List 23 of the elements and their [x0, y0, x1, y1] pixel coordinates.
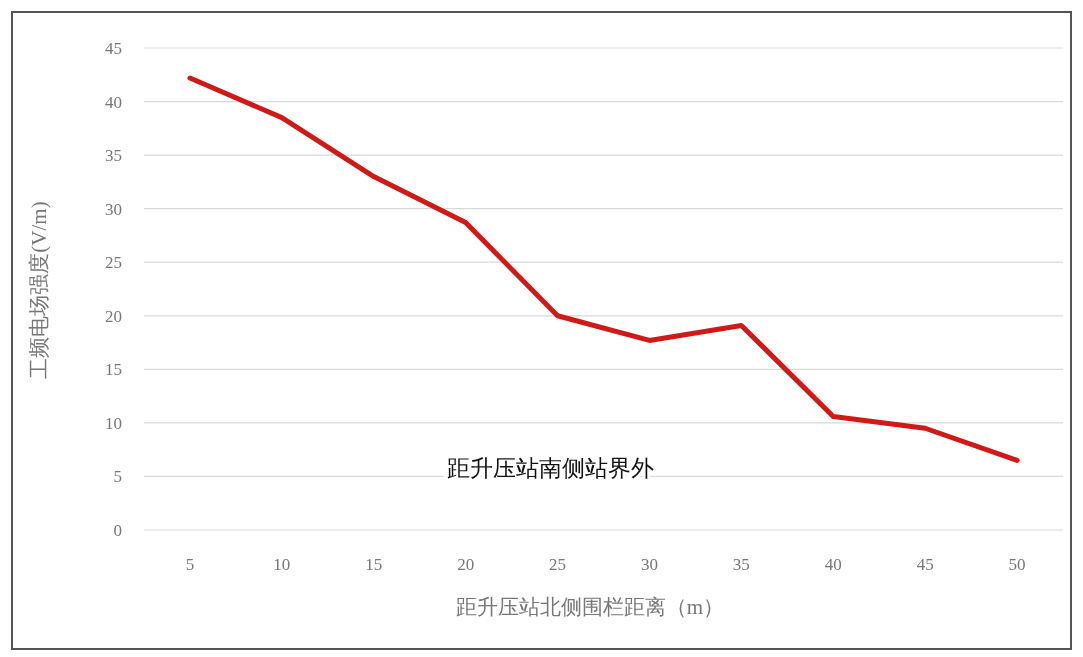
x-tick-label: 15: [365, 555, 383, 574]
y-tick-label: 25: [105, 253, 122, 273]
x-tick-label: 5: [185, 555, 195, 574]
x-tick-label: 35: [732, 555, 750, 574]
x-tick-label: 50: [1008, 555, 1026, 574]
y-tick-label: 45: [105, 39, 122, 58]
y-tick-label: 30: [105, 199, 122, 219]
y-tick-label: 10: [105, 413, 122, 433]
x-tick-label: 10: [273, 555, 291, 574]
y-tick-label: 40: [105, 92, 122, 112]
y-tick-label: 5: [113, 467, 122, 487]
y-tick-label: 20: [105, 306, 122, 326]
x-axis-title: 距升压站北侧围栏距离（m）: [455, 595, 725, 619]
x-tick-label: 45: [916, 555, 934, 574]
x-tick-label: 20: [457, 555, 475, 574]
x-tick-label: 40: [824, 555, 842, 574]
y-axis-title: 工频电场强度(V/m): [27, 201, 51, 379]
y-tick-label: 35: [105, 146, 122, 166]
annotation: 距升压站南侧站界外: [446, 456, 654, 481]
y-tick-label: 0: [113, 521, 122, 540]
x-tick-label: 30: [640, 555, 658, 574]
y-tick-label: 15: [105, 360, 122, 380]
x-tick-label: 25: [549, 555, 567, 574]
